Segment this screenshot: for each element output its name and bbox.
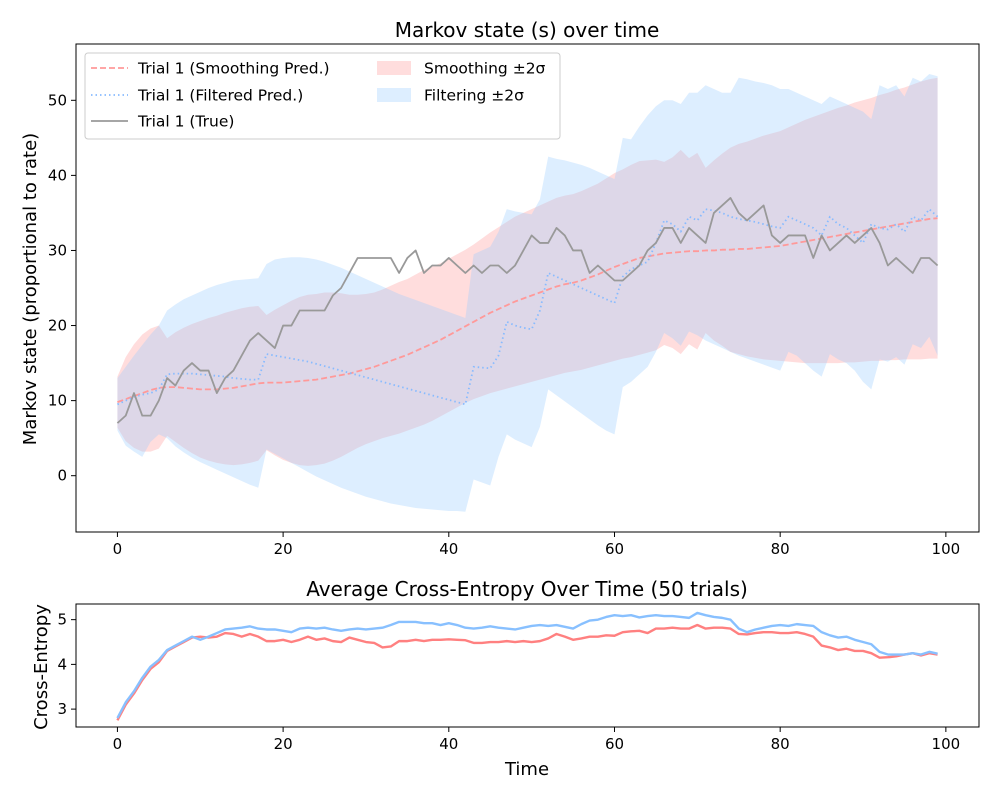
top-chart: Markov state (s) over time Markov state … xyxy=(20,18,980,558)
top-ytick-label: 20 xyxy=(48,317,67,335)
legend-entry-label: Filtering ±2σ xyxy=(424,87,524,105)
bottom-plot-area: 0 20 40 60 80 100 3 4 5 xyxy=(57,603,980,753)
band-smoothing xyxy=(117,77,938,466)
legend-entry-label: Trial 1 (Filtered Pred.) xyxy=(137,87,303,105)
legend-entry-label: Trial 1 (True) xyxy=(137,113,234,131)
top-chart-title: Markov state (s) over time xyxy=(395,18,660,42)
top-xtick-label: 40 xyxy=(439,540,458,558)
band-filtering xyxy=(117,74,938,512)
top-ytick-label: 50 xyxy=(48,91,67,109)
bottom-xtick-label: 40 xyxy=(439,735,458,753)
bottom-xtick-label: 60 xyxy=(605,735,624,753)
bottom-series-line-1 xyxy=(116,611,938,719)
legend-entry-label: Trial 1 (Smoothing Pred.) xyxy=(137,60,330,78)
top-chart-legend: Trial 1 (Smoothing Pred.) Trial 1 (Filter… xyxy=(84,52,561,140)
bottom-series-line-0 xyxy=(116,623,938,721)
top-ytick-label: 30 xyxy=(48,241,67,259)
bottom-ytick-label: 5 xyxy=(57,611,67,629)
top-series-line-1 xyxy=(117,208,939,406)
top-data-layer xyxy=(116,74,939,512)
top-xtick-label: 60 xyxy=(605,540,624,558)
bottom-xtick-label: 0 xyxy=(113,735,123,753)
top-ytick-label: 0 xyxy=(57,467,67,485)
top-chart-ylabel: Markov state (proportional to rate) xyxy=(20,133,41,445)
legend-entry-label: Smoothing ±2σ xyxy=(424,60,546,78)
bottom-chart-ylabel: Cross-Entropy xyxy=(31,604,52,730)
top-series-line-0 xyxy=(117,217,938,403)
bottom-xtick-label: 20 xyxy=(274,735,293,753)
top-xtick-label: 80 xyxy=(771,540,790,558)
top-xtick-label: 20 xyxy=(274,540,293,558)
top-xtick-label: 100 xyxy=(932,540,961,558)
bottom-ytick-label: 4 xyxy=(57,655,67,673)
bottom-xtick-label: 100 xyxy=(932,735,961,753)
legend-patch-swatch xyxy=(377,88,411,102)
bottom-xtick-label: 80 xyxy=(771,735,790,753)
bottom-chart: Average Cross-Entropy Over Time (50 tria… xyxy=(31,577,980,780)
bottom-chart-xlabel: Time xyxy=(504,759,549,780)
bottom-chart-title: Average Cross-Entropy Over Time (50 tria… xyxy=(306,577,748,601)
top-axes-frame xyxy=(75,43,980,533)
top-xtick-label: 0 xyxy=(113,540,123,558)
bottom-data-layer xyxy=(116,611,938,721)
top-plot-area: 0 20 40 60 80 100 0 10 20 30 40 50 xyxy=(48,43,980,558)
top-ytick-label: 10 xyxy=(48,392,67,410)
bottom-axes-frame xyxy=(75,603,980,728)
legend-box xyxy=(84,52,561,140)
legend-patch-swatch xyxy=(377,61,411,75)
bottom-ytick-label: 3 xyxy=(57,700,67,718)
top-ytick-label: 40 xyxy=(48,166,67,184)
top-series-line-2 xyxy=(116,197,939,424)
